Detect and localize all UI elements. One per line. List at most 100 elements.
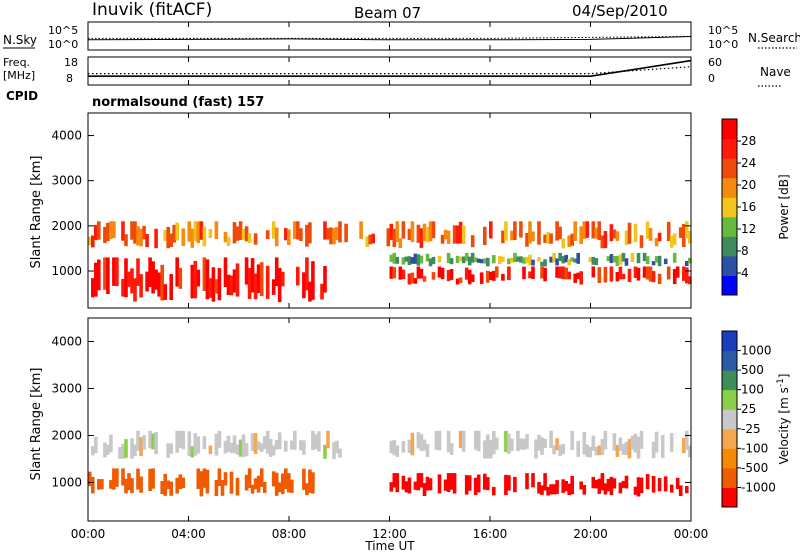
heat-cell	[540, 437, 544, 455]
heat-cell	[311, 261, 315, 300]
heat-cell	[277, 432, 282, 450]
heat-cell	[576, 272, 580, 280]
heat-cell	[133, 221, 137, 244]
heat-cell	[516, 430, 520, 452]
nsky-tick-high: 10^5	[48, 24, 78, 37]
heat-cell	[627, 268, 632, 282]
heat-cell	[483, 440, 487, 459]
heat-cell	[344, 223, 348, 243]
heat-cell	[624, 475, 629, 489]
heat-cell	[633, 223, 638, 243]
heat-cell	[461, 225, 466, 244]
heat-cell	[214, 433, 219, 456]
heat-cell	[660, 435, 665, 458]
heat-cell	[672, 269, 677, 285]
heat-cell	[651, 271, 656, 283]
time-tick-label: 00:00	[674, 527, 709, 541]
heat-cell	[609, 476, 614, 496]
heat-cell	[546, 232, 550, 244]
heat-cell	[603, 231, 608, 249]
heat-cell	[389, 440, 394, 454]
heat-cell	[214, 279, 219, 294]
heat-cell	[163, 473, 167, 496]
cpid-label: CPID	[6, 89, 38, 103]
heat-cell	[226, 236, 231, 246]
heat-cell	[507, 433, 511, 454]
time-axis-label: Time UT	[364, 539, 415, 553]
heat-cell	[422, 483, 427, 496]
heat-cell	[476, 430, 481, 452]
heat-cell	[154, 432, 158, 455]
heat-cell	[323, 266, 327, 293]
heat-cell	[688, 257, 692, 264]
heat-cell	[305, 483, 309, 496]
freq-unit-label: [MHz]	[3, 69, 35, 82]
heat-cell	[103, 257, 107, 290]
power-y-axis-label: Slant Range [km]	[29, 156, 44, 269]
heat-cell	[91, 477, 95, 494]
heat-cell	[591, 435, 596, 451]
colorbar-tick-label: 100	[741, 383, 764, 397]
heat-cell	[579, 481, 583, 490]
heat-cell	[121, 468, 125, 486]
heat-cell	[531, 259, 535, 266]
heat-cell	[425, 253, 430, 262]
heat-cell	[407, 439, 412, 453]
heat-cell	[489, 221, 493, 239]
heat-cell	[208, 229, 213, 238]
heat-cell	[214, 479, 219, 496]
heat-cell	[265, 265, 270, 299]
heat-cell	[597, 445, 602, 456]
heat-cell	[244, 257, 249, 285]
heat-cell	[437, 266, 442, 278]
heat-cell	[458, 277, 463, 283]
heat-cell	[392, 252, 397, 264]
heat-cell	[151, 468, 155, 489]
heat-cell	[501, 273, 505, 281]
colorbar-segment	[722, 216, 737, 237]
heat-cell	[419, 434, 424, 451]
heat-cell	[425, 476, 430, 491]
heat-cell	[428, 478, 433, 491]
heat-cell	[293, 221, 297, 239]
heat-cell	[115, 468, 119, 487]
heat-cell	[470, 252, 475, 263]
heat-cell	[166, 480, 170, 490]
heat-cell	[178, 430, 183, 448]
colorbar-segment	[722, 389, 737, 410]
heat-cell	[576, 252, 580, 264]
heat-cell	[287, 229, 291, 245]
heat-cell	[525, 233, 529, 247]
heat-cell	[669, 433, 674, 452]
heat-cell	[486, 270, 490, 283]
heat-cell	[588, 257, 593, 262]
heat-cell	[407, 273, 412, 285]
heat-cell	[576, 440, 580, 457]
heat-cell	[672, 233, 677, 245]
heat-cell	[302, 272, 306, 299]
heat-cell	[455, 225, 460, 244]
heat-cell	[386, 228, 391, 247]
nsearch-label: N.Search	[748, 31, 800, 45]
heat-cell	[196, 221, 201, 243]
heat-cell	[564, 267, 568, 280]
heat-cell	[410, 272, 415, 284]
heat-cell	[250, 484, 255, 494]
heat-cell	[410, 432, 415, 456]
heat-cell	[392, 440, 397, 456]
velocity-colorbar-label: Velocity [m s-1]	[776, 374, 791, 465]
heat-cell	[579, 271, 583, 285]
heat-cell	[663, 476, 668, 492]
heat-cell	[624, 230, 629, 246]
heat-cell	[492, 270, 496, 281]
heat-cell	[223, 440, 228, 454]
heat-cell	[419, 228, 424, 248]
heat-cell	[470, 274, 475, 283]
heat-cell	[250, 258, 255, 293]
heat-cell	[510, 257, 514, 263]
heat-cell	[281, 271, 285, 287]
heat-cell	[190, 264, 195, 299]
heat-cell	[244, 226, 249, 242]
date-title: 04/Sep/2010	[572, 2, 668, 20]
heat-cell	[247, 268, 252, 299]
